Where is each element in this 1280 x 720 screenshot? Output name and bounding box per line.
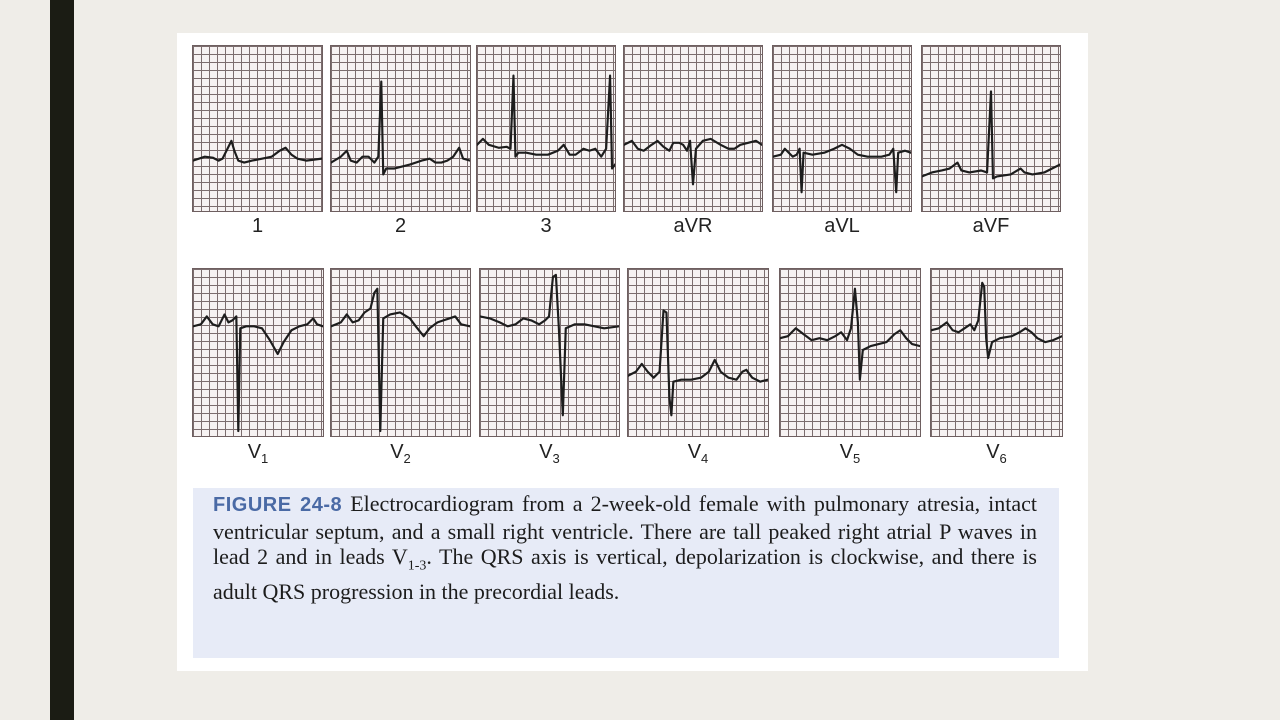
lead-label-3: 3	[540, 215, 552, 237]
caption-text-part1: Electrocardiogram from a 2-week-old fema…	[213, 491, 1037, 569]
lead-label-v6: V6	[986, 441, 1007, 466]
ecg-strip-lead-avr	[623, 45, 763, 212]
lead-label-v2: V2	[390, 441, 411, 466]
ecg-strip-lead-avf	[921, 45, 1061, 212]
caption-subscript: 1-3	[407, 558, 427, 574]
ecg-strip-lead-v1	[192, 268, 324, 437]
ecg-strip-lead-v4	[627, 268, 769, 437]
lead-label-avr: aVR	[673, 215, 713, 237]
ecg-strip-lead-v6	[930, 268, 1063, 437]
slide-side-bar	[50, 0, 74, 720]
lead-label-1: 1	[251, 215, 264, 237]
ecg-strip-lead-avl	[772, 45, 912, 212]
lead-label-v1: V1	[247, 441, 269, 466]
lead-label-v5: V5	[839, 441, 861, 466]
lead-label-avf: aVF	[972, 215, 1010, 237]
figure-label: FIGURE 24-8	[213, 494, 343, 516]
ecg-strip-lead-v2	[330, 268, 471, 437]
lead-label-2: 2	[394, 215, 407, 237]
caption-text-part2: . The QRS axis is vertical, depolarizati…	[213, 544, 1037, 604]
ecg-strip-lead-1	[192, 45, 323, 212]
ecg-strip-lead-v5	[779, 268, 921, 437]
lead-label-avl: aVL	[824, 215, 860, 237]
lead-label-v4: V4	[687, 441, 709, 466]
ecg-strip-lead-3	[476, 45, 616, 212]
ecg-strip-lead-2	[330, 45, 471, 212]
ecg-strip-lead-v3	[479, 268, 620, 437]
lead-label-v3: V3	[539, 441, 560, 466]
figure-caption: FIGURE 24-8 Electrocardiogram from a 2-w…	[193, 488, 1059, 658]
